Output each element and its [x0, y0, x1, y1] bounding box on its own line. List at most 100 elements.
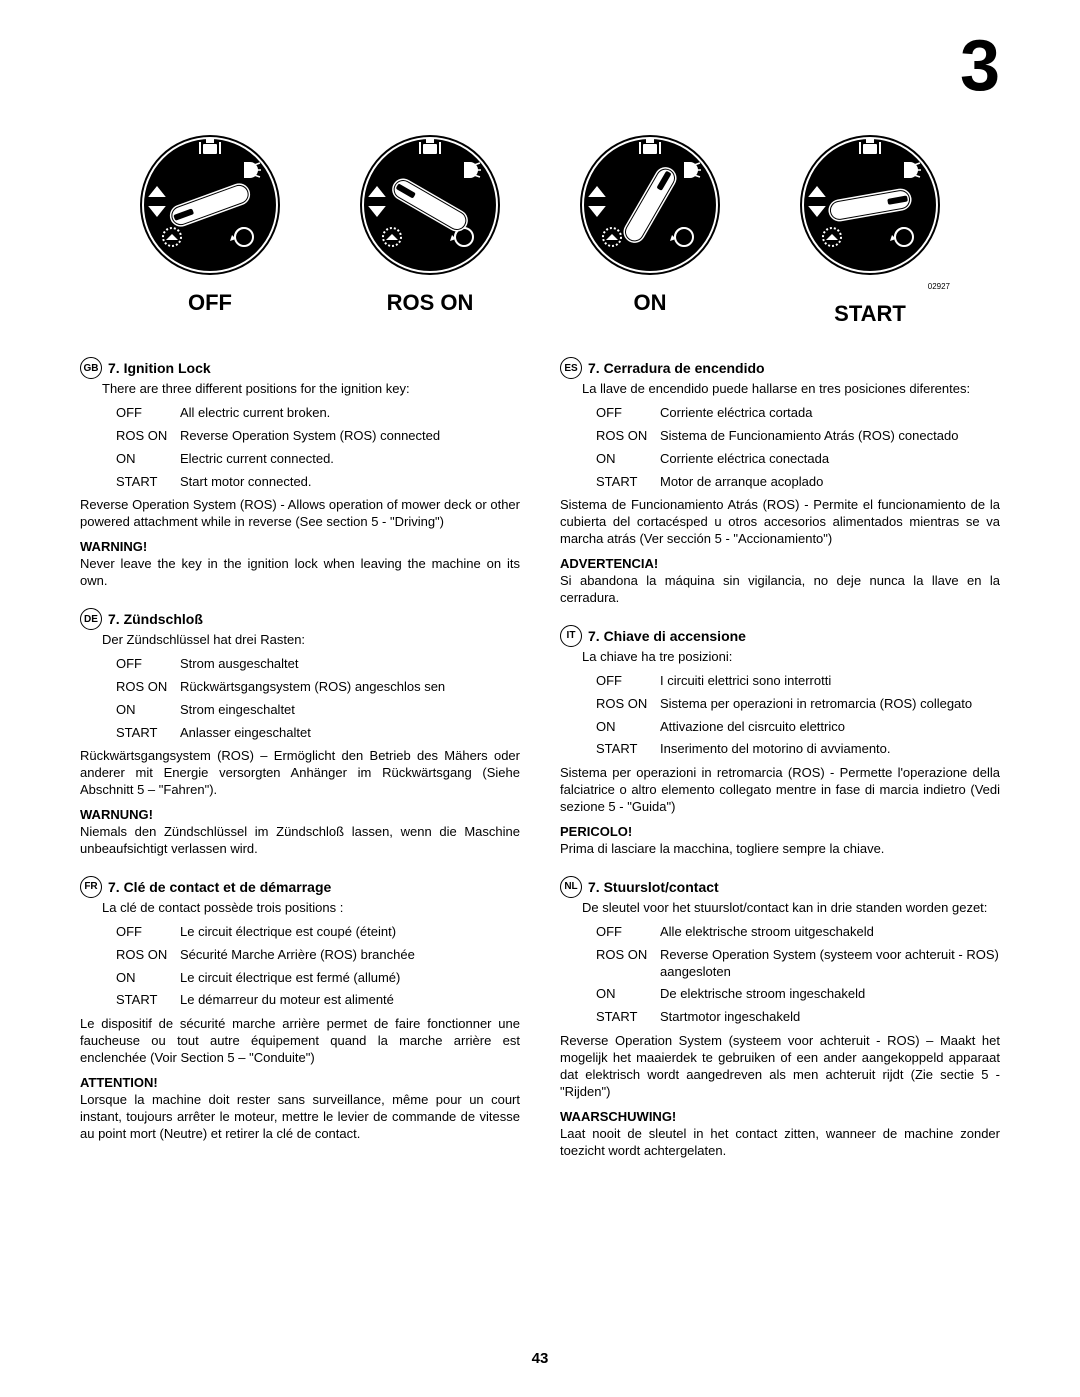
table-row: ROS ON Sistema per operazioni in retroma…	[582, 693, 1000, 716]
positions-table: OFF I circuiti elettrici sono interrotti…	[582, 670, 1000, 762]
svg-text:STOP: STOP	[810, 198, 824, 204]
position-cell: ON	[582, 448, 660, 471]
position-cell: ROS ON	[102, 676, 180, 699]
description-cell: Strom ausgeschaltet	[180, 653, 520, 676]
dial-item: STOP 02927Start	[780, 130, 960, 327]
description-cell: Le circuit électrique est coupé (éteint)	[180, 921, 520, 944]
table-row: ON Le circuit électrique est fermé (allu…	[102, 967, 520, 990]
position-cell: ON	[582, 983, 660, 1006]
ignition-dials-row: STOP Off STOP	[80, 130, 1000, 327]
description-cell: Electric current connected.	[180, 448, 520, 471]
svg-text:STOP: STOP	[150, 198, 164, 204]
left-column: GB 7. Ignition Lock There are three diff…	[80, 357, 520, 1178]
section-intro: La chiave ha tre posizioni:	[582, 649, 1000, 666]
section-paragraph: Le dispositif de sécurité marche arrière…	[80, 1016, 520, 1067]
table-row: START Start motor connected.	[102, 471, 520, 494]
position-cell: ON	[582, 716, 660, 739]
table-row: START Motor de arranque acoplado	[582, 471, 1000, 494]
section-title: 7. Cerradura de encendido	[588, 360, 765, 376]
lang-section-it: IT 7. Chiave di accensione La chiave ha …	[560, 625, 1000, 858]
dial-label: Off	[188, 290, 232, 316]
position-cell: START	[582, 1006, 660, 1029]
position-cell: ROS ON	[102, 944, 180, 967]
description-cell: Le démarreur du moteur est alimenté	[180, 989, 520, 1012]
lang-badge: ES	[560, 357, 582, 379]
table-row: ON Attivazione del cisrcuito elettrico	[582, 716, 1000, 739]
right-column: ES 7. Cerradura de encendido La llave de…	[560, 357, 1000, 1178]
dial-item: STOP On	[560, 130, 740, 316]
position-cell: ROS ON	[102, 425, 180, 448]
table-row: ON Electric current connected.	[102, 448, 520, 471]
section-body: There are three different positions for …	[80, 381, 520, 493]
warning-text: Laat nooit de sleutel in het contact zit…	[560, 1126, 1000, 1160]
description-cell: Motor de arranque acoplado	[660, 471, 1000, 494]
table-row: START Anlasser eingeschaltet	[102, 722, 520, 745]
position-cell: START	[102, 722, 180, 745]
warning-text: Lorsque la machine doit rester sans surv…	[80, 1092, 520, 1143]
section-header: FR 7. Clé de contact et de démarrage	[80, 876, 520, 898]
page-number: 43	[532, 1350, 549, 1367]
description-cell: Rückwärtsgangsystem (ROS) angeschlos sen	[180, 676, 520, 699]
description-cell: I circuiti elettrici sono interrotti	[660, 670, 1000, 693]
section-title: 7. Clé de contact et de démarrage	[108, 879, 331, 895]
description-cell: All electric current broken.	[180, 402, 520, 425]
description-cell: Start motor connected.	[180, 471, 520, 494]
section-intro: La clé de contact possède trois position…	[102, 900, 520, 917]
section-body: La llave de encendido puede hallarse en …	[560, 381, 1000, 493]
warning-text: Si abandona la máquina sin vigilancia, n…	[560, 573, 1000, 607]
lang-badge: GB	[80, 357, 102, 379]
table-row: OFF Alle elektrische stroom uitgeschakel…	[582, 921, 1000, 944]
section-intro: Der Zündschlüssel hat drei Rasten:	[102, 632, 520, 649]
description-cell: Sécurité Marche Arrière (ROS) branchée	[180, 944, 520, 967]
dial-label: Ros On	[387, 290, 474, 316]
table-row: START Le démarreur du moteur est aliment…	[102, 989, 520, 1012]
position-cell: START	[582, 471, 660, 494]
section-header: GB 7. Ignition Lock	[80, 357, 520, 379]
lang-section-es: ES 7. Cerradura de encendido La llave de…	[560, 357, 1000, 607]
section-title: 7. Stuurslot/contact	[588, 879, 719, 895]
table-row: OFF Corriente eléctrica cortada	[582, 402, 1000, 425]
content-columns: GB 7. Ignition Lock There are three diff…	[80, 357, 1000, 1178]
section-paragraph: Sistema de Funcionamiento Atrás (ROS) - …	[560, 497, 1000, 548]
position-cell: START	[102, 989, 180, 1012]
description-cell: Sistema per operazioni in retromarcia (R…	[660, 693, 1000, 716]
position-cell: ROS ON	[582, 944, 660, 984]
description-cell: Alle elektrische stroom uitgeschakeld	[660, 921, 1000, 944]
warning-label: WAARSCHUWING!	[560, 1109, 1000, 1124]
position-cell: OFF	[102, 921, 180, 944]
warning-label: ATTENTION!	[80, 1075, 520, 1090]
warning-text: Never leave the key in the ignition lock…	[80, 556, 520, 590]
positions-table: OFF Corriente eléctrica cortada ROS ON S…	[582, 402, 1000, 494]
dial-label: On	[634, 290, 667, 316]
table-row: ROS ON Rückwärtsgangsystem (ROS) angesch…	[102, 676, 520, 699]
description-cell: Inserimento del motorino di avviamento.	[660, 738, 1000, 761]
section-intro: De sleutel voor het stuurslot/contact ka…	[582, 900, 1000, 917]
lang-badge: FR	[80, 876, 102, 898]
table-row: ON Corriente eléctrica conectada	[582, 448, 1000, 471]
section-header: DE 7. Zündschloß	[80, 608, 520, 630]
section-body: La chiave ha tre posizioni: OFF I circui…	[560, 649, 1000, 761]
warning-label: WARNING!	[80, 539, 520, 554]
svg-text:STOP: STOP	[590, 198, 604, 204]
svg-text:STOP: STOP	[370, 198, 384, 204]
description-cell: Corriente eléctrica conectada	[660, 448, 1000, 471]
section-header: NL 7. Stuurslot/contact	[560, 876, 1000, 898]
position-cell: ON	[102, 699, 180, 722]
position-cell: OFF	[102, 402, 180, 425]
description-cell: De elektrische stroom ingeschakeld	[660, 983, 1000, 1006]
ignition-dial-icon: STOP	[355, 130, 505, 280]
ignition-dial-icon: STOP	[575, 130, 725, 280]
lang-section-fr: FR 7. Clé de contact et de démarrage La …	[80, 876, 520, 1143]
section-paragraph: Reverse Operation System (ROS) - Allows …	[80, 497, 520, 531]
positions-table: OFF Strom ausgeschaltet ROS ON Rückwärts…	[102, 653, 520, 745]
section-header: ES 7. Cerradura de encendido	[560, 357, 1000, 379]
table-row: OFF I circuiti elettrici sono interrotti	[582, 670, 1000, 693]
section-intro: La llave de encendido puede hallarse en …	[582, 381, 1000, 398]
section-title: 7. Chiave di accensione	[588, 628, 746, 644]
description-cell: Attivazione del cisrcuito elettrico	[660, 716, 1000, 739]
lang-section-gb: GB 7. Ignition Lock There are three diff…	[80, 357, 520, 590]
lang-section-de: DE 7. Zündschloß Der Zündschlüssel hat d…	[80, 608, 520, 858]
warning-label: WARNUNG!	[80, 807, 520, 822]
description-cell: Reverse Operation System (ROS) connected	[180, 425, 520, 448]
table-row: ON De elektrische stroom ingeschakeld	[582, 983, 1000, 1006]
